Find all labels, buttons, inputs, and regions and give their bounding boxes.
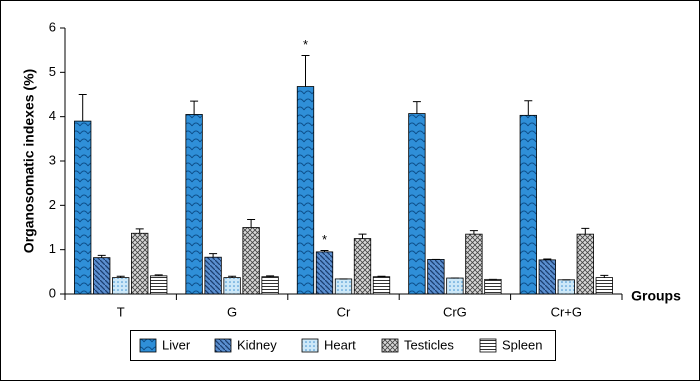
error-bar [136,229,144,233]
error-bar [581,228,589,234]
bar [316,252,333,294]
bar [596,278,613,294]
bar [74,121,91,294]
legend-swatch [480,339,496,352]
x-tick-label: CrG [443,304,467,319]
y-tick-label: 1 [49,241,56,256]
error-bar [302,55,310,86]
x-tick-label: T [117,304,125,319]
x-tick-label: G [227,304,237,319]
bar [447,278,464,294]
error-bar [209,254,217,258]
bar [558,280,575,294]
bar [112,278,129,294]
bar [466,234,483,294]
y-tick-label: 0 [49,285,56,300]
x-tick-label: Cr+G [551,304,582,319]
y-tick-label: 2 [49,197,56,212]
y-tick-label: 6 [49,19,56,34]
bar [539,260,556,294]
legend-swatch [140,339,156,352]
error-bar [413,102,421,114]
bar [485,279,502,294]
x-axis-label: Groups [631,288,681,304]
bar [224,278,241,294]
bar [409,114,426,294]
bar [205,257,222,294]
y-tick-label: 5 [49,64,56,79]
bar [577,234,594,294]
x-tick-label: Cr [337,304,351,319]
bar [520,115,537,294]
y-tick-label: 4 [49,108,56,123]
bar [131,233,148,294]
error-bar [190,101,198,114]
legend-label: Liver [162,337,191,352]
bar [150,276,167,294]
bar [428,259,445,294]
error-bar [247,220,255,228]
bar [186,114,203,294]
bar [93,258,110,294]
legend-label: Testicles [404,337,454,352]
error-bar [79,95,87,122]
error-bar [470,231,478,235]
bar [243,228,260,295]
annotation: * [322,232,327,247]
legend-label: Spleen [502,337,542,352]
legend-label: Kidney [237,337,277,352]
y-axis-label: Organosomatic indexes (%) [21,69,37,253]
legend-swatch [382,339,398,352]
bar [262,277,279,294]
bar [373,277,390,294]
error-bar [524,101,532,116]
legend-label: Heart [324,337,356,352]
error-bar [359,234,367,238]
legend-swatch [215,339,231,352]
annotation: * [303,37,308,52]
y-tick-label: 3 [49,152,56,167]
bar [335,279,352,294]
legend-swatch [302,339,318,352]
bar [297,87,314,294]
bar [354,239,371,294]
